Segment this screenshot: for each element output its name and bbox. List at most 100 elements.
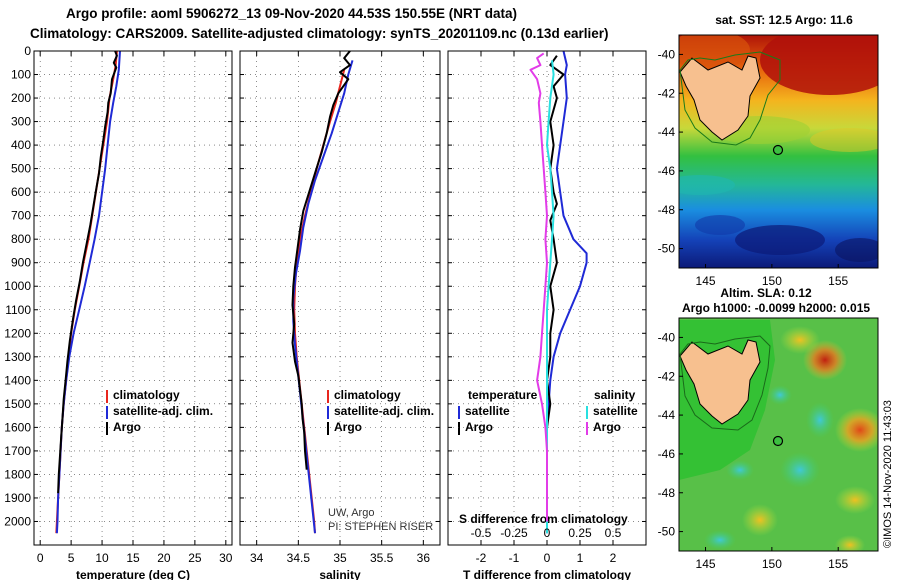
legend-label-satellite: satellite-adj. clim.	[113, 404, 213, 418]
y-tick-label: 200	[11, 91, 31, 105]
map-y-tick-label: -40	[658, 47, 676, 61]
series-line-argo	[57, 50, 118, 494]
x-tick-label: 0	[544, 551, 551, 565]
y-tick-label: 0	[24, 44, 31, 58]
legend-label-s-satellite: satellite	[593, 404, 638, 418]
series-line-satellite-adj-clim-	[292, 60, 354, 534]
y-tick-label: 1900	[4, 491, 31, 505]
secondary-x-tick-label: -0.5	[471, 526, 492, 540]
map-x-tick-label: 150	[762, 557, 782, 571]
sla-map-subtitle: Argo h1000: -0.0099 h2000: 0.015	[682, 301, 870, 315]
x-tick-label: 2	[610, 551, 617, 565]
x-tick-label: 0	[37, 551, 44, 565]
y-tick-label: 100	[11, 68, 31, 82]
y-tick-label: 1500	[4, 397, 31, 411]
tasmania-land	[679, 55, 761, 141]
x-tick-label: 15	[126, 551, 140, 565]
map-x-tick-label: 145	[696, 557, 716, 571]
difference-panel: -2 -1 0 1 2 T difference from climatology -0.5…	[447, 50, 647, 580]
map-x-tick-label: 145	[696, 274, 716, 288]
map-y-tick-label: -50	[658, 242, 676, 256]
x-tick-label: -2	[476, 551, 487, 565]
legend-label-argo: Argo	[334, 420, 362, 434]
x-axis-label: temperature (deg C)	[76, 568, 190, 580]
x-tick-label: 20	[157, 551, 171, 565]
y-tick-label: 1100	[5, 303, 31, 317]
x-tick-label: 30	[219, 551, 233, 565]
secondary-x-tick-label: 0	[544, 526, 551, 540]
series-line-t-argo	[546, 55, 565, 522]
imos-stamp: ©IMOS 14-Nov-2020 11:43:03	[882, 400, 894, 548]
float-position-marker-sla	[772, 435, 784, 447]
sla-map	[678, 317, 879, 552]
map-y-tick-label: -44	[658, 125, 676, 139]
x-tick-label: 10	[95, 551, 109, 565]
legend-label-climatology: climatology	[334, 388, 401, 402]
series-line-t-satellite	[546, 50, 588, 534]
salinity-panel: 34 34.5 35 35.5 36 salinity	[239, 50, 441, 580]
y-tick-label: 1300	[4, 350, 31, 364]
series-line-argo	[291, 50, 351, 470]
y-tick-label: 800	[11, 232, 31, 246]
series-line-s-satellite	[546, 60, 555, 534]
x-axis-label: T difference from climatology	[463, 568, 631, 580]
x-tick-label: -1	[509, 551, 520, 565]
secondary-x-tick-label: 0.5	[605, 526, 622, 540]
legend-label-t-argo: Argo	[465, 420, 493, 434]
y-tick-label: 1000	[4, 279, 31, 293]
y-tick-label: 1700	[4, 444, 31, 458]
legend-label-argo: Argo	[113, 420, 141, 434]
legend-label-satellite: satellite-adj. clim.	[334, 404, 434, 418]
y-tick-label: 600	[11, 185, 31, 199]
salinity-annotation-source: UW, Argo	[328, 507, 374, 519]
map-x-tick-label: 155	[828, 274, 848, 288]
sst-map	[678, 34, 879, 269]
difference-legend: temperature salinity satellite Argo sate…	[458, 388, 638, 526]
axes-frame	[239, 50, 441, 546]
salinity-legend: climatology satellite-adj. clim. Argo UW…	[327, 388, 434, 533]
sst-map-frame	[678, 34, 879, 269]
map-y-tick-label: -50	[658, 525, 676, 539]
page-title-line1: Argo profile: aoml 5906272_13 09-Nov-202…	[66, 6, 517, 21]
legend-header-salinity: salinity	[594, 388, 636, 402]
sla-map-title: Altim. SLA: 0.12	[720, 286, 812, 300]
temperature-legend: climatology satellite-adj. clim. Argo	[106, 388, 213, 435]
x-tick-label: 25	[188, 551, 202, 565]
series-line-climatology	[293, 69, 346, 534]
map-y-tick-label: -46	[658, 164, 676, 178]
y-tick-label: 1400	[4, 373, 31, 387]
series-line-satellite-adj-clim-	[55, 50, 121, 534]
x-tick-label: 34	[250, 551, 264, 565]
map-x-tick-label: 150	[762, 274, 782, 288]
map-y-tick-label: -40	[658, 330, 676, 344]
bathymetry-contour	[679, 51, 781, 146]
axes-frame	[33, 50, 233, 546]
map-x-tick-label: 155	[828, 557, 848, 571]
float-position-marker	[772, 144, 784, 156]
secondary-axis-label: S difference from climatology	[459, 512, 628, 526]
y-tick-label: 700	[11, 209, 31, 223]
secondary-x-tick-label: -0.25	[500, 526, 528, 540]
sst-map-title: sat. SST: 12.5 Argo: 11.6	[715, 13, 853, 27]
sla-map-frame	[678, 317, 879, 552]
y-tick-label: 2000	[4, 514, 31, 528]
series-line-climatology	[55, 50, 118, 534]
map-y-tick-label: -48	[658, 203, 676, 217]
map-y-tick-label: -44	[658, 408, 676, 422]
x-tick-label: 35.5	[370, 551, 394, 565]
legend-header-temperature: temperature	[468, 388, 538, 402]
secondary-x-tick-label: 0.25	[568, 526, 592, 540]
y-tick-label: 1200	[4, 326, 31, 340]
map-y-tick-label: -46	[658, 447, 676, 461]
temperature-panel: 0 5 10 15 20 25 30 temperature (deg C) 0 100 200 30…	[4, 44, 233, 580]
y-tick-label: 400	[11, 138, 31, 152]
bathymetry-contour-sla	[679, 335, 771, 431]
x-tick-label: 36	[417, 551, 431, 565]
x-tick-label: 34.5	[287, 551, 311, 565]
x-tick-label: 35	[333, 551, 347, 565]
x-tick-label: 5	[68, 551, 75, 565]
x-tick-label: 1	[577, 551, 584, 565]
legend-label-s-argo: Argo	[593, 420, 621, 434]
map-y-tick-label: -42	[658, 369, 676, 383]
